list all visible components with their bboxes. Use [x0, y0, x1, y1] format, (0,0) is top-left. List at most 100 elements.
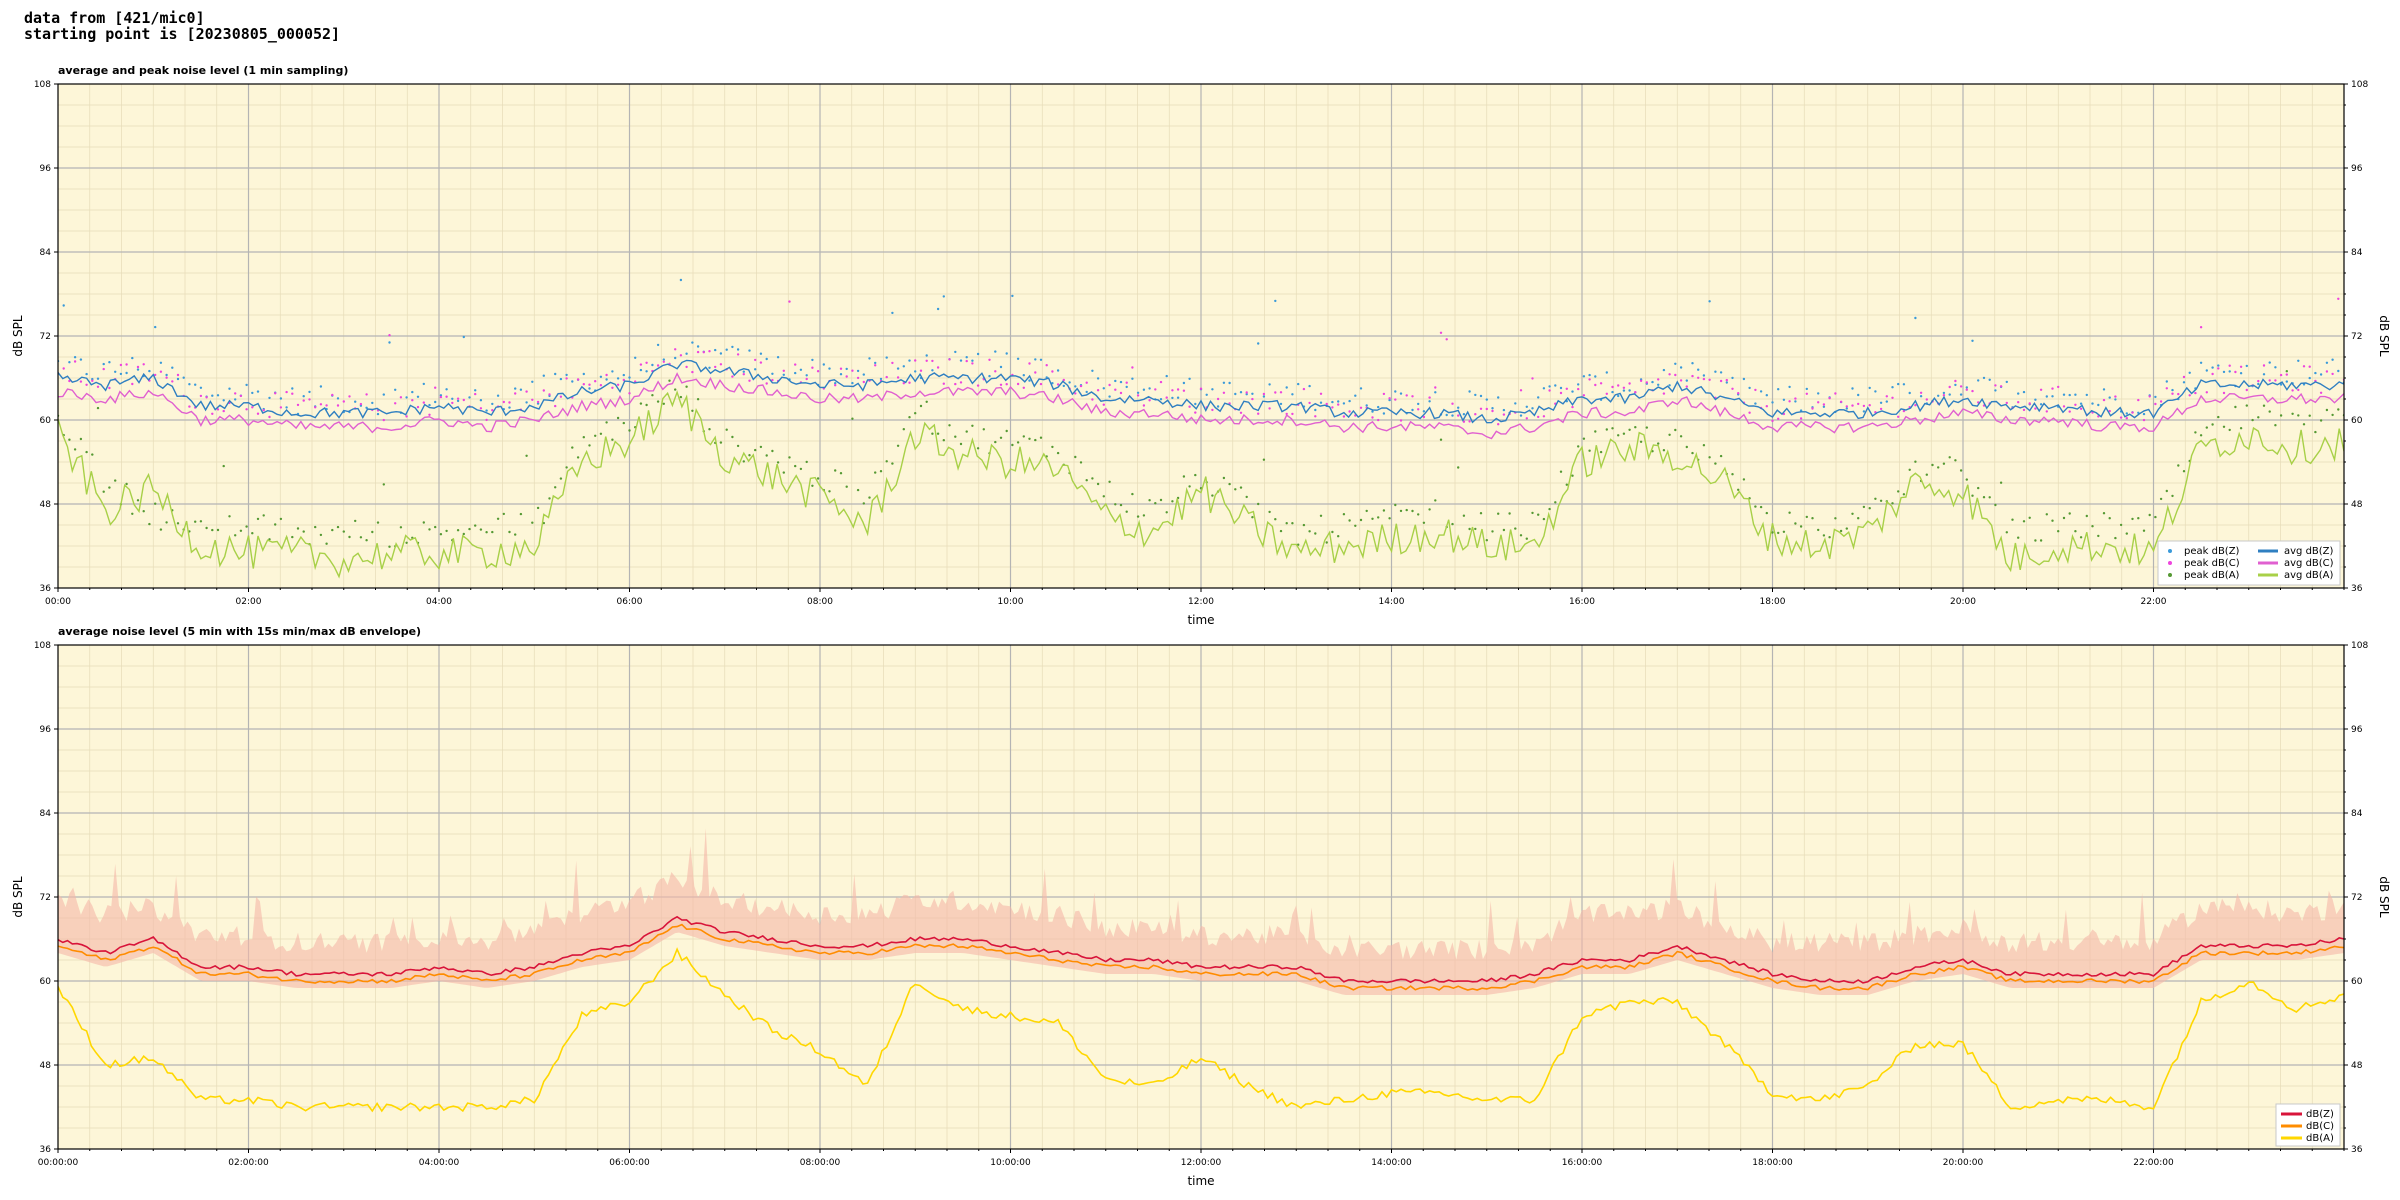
point-peak-db-z [725, 348, 728, 351]
point-peak-db-z [285, 406, 288, 409]
y-tick-label-right: 96 [2351, 725, 2363, 735]
point-peak-db-a [222, 464, 225, 468]
point-peak-db-z [2268, 361, 2271, 364]
point-peak-db-c [1531, 377, 1534, 380]
point-peak-db-z [2279, 383, 2283, 386]
point-peak-db-c [1399, 419, 1403, 422]
point-peak-db-z [616, 377, 620, 380]
point-peak-db-a [165, 521, 168, 524]
point-peak-db-a [1365, 509, 1368, 513]
point-peak-db-a [131, 512, 134, 515]
point-peak-db-z [2325, 361, 2329, 364]
series-peak-db-z [58, 278, 2344, 417]
point-peak-db-z [1497, 396, 1500, 399]
point-peak-db-c [1822, 403, 1826, 406]
point-peak-db-c [588, 383, 591, 386]
point-peak-db-z [971, 359, 974, 362]
point-peak-db-c [2262, 364, 2266, 367]
point-peak-db-c [1634, 391, 1637, 394]
point-peak-db-z [1085, 390, 1088, 394]
series-db-a [58, 947, 2344, 1113]
point-peak-db-c [1314, 415, 1317, 418]
point-peak-db-c [1022, 386, 1025, 389]
point-peak-db-a [1394, 503, 1397, 507]
point-peak-db-z [1422, 410, 1426, 413]
point-peak-db-c [1388, 397, 1391, 400]
point-peak-db-z [1274, 299, 1277, 303]
point-peak-db-c [2068, 410, 2071, 413]
point-peak-db-a [256, 517, 260, 521]
point-peak-db-a [2102, 512, 2106, 515]
y-tick-label: 60 [40, 416, 52, 426]
point-peak-db-a [382, 483, 385, 486]
point-peak-db-c [1291, 412, 1294, 416]
point-peak-db-c [1577, 387, 1580, 391]
point-peak-db-a [342, 530, 345, 533]
point-peak-db-z [1342, 402, 1346, 405]
point-peak-db-a [885, 460, 888, 463]
point-peak-db-z [1777, 388, 1780, 391]
point-peak-db-a [1565, 483, 1569, 486]
point-peak-db-a [2045, 513, 2048, 516]
point-peak-db-c [1565, 387, 1569, 390]
point-peak-db-c [154, 373, 157, 377]
point-peak-db-z [1216, 405, 1220, 408]
point-peak-db-a [805, 460, 808, 464]
point-peak-db-a [2165, 489, 2168, 493]
point-peak-db-z [211, 394, 214, 397]
point-peak-db-c [2034, 407, 2037, 410]
point-peak-db-a [1468, 527, 1471, 531]
point-peak-db-c [1131, 366, 1134, 369]
point-peak-db-a [799, 467, 803, 471]
point-peak-db-z [1096, 377, 1100, 380]
point-peak-db-a [1422, 521, 1426, 524]
point-peak-db-a [159, 528, 163, 531]
point-peak-db-a [2234, 405, 2237, 409]
point-peak-db-a [2285, 370, 2288, 373]
point-peak-db-c [1148, 399, 1151, 402]
point-peak-db-a [2194, 431, 2197, 434]
point-peak-db-z [1491, 407, 1494, 410]
point-peak-db-a [816, 477, 820, 480]
point-peak-db-a [1788, 511, 1791, 514]
point-peak-db-c [856, 376, 860, 380]
point-peak-db-z [1874, 390, 1877, 393]
point-peak-db-z [719, 352, 723, 355]
point-peak-db-a [1719, 454, 1723, 458]
point-peak-db-c [1394, 398, 1397, 401]
point-peak-db-c [1468, 420, 1471, 423]
point-peak-db-z [1091, 369, 1094, 372]
point-peak-db-c [1091, 398, 1094, 401]
point-peak-db-z [622, 373, 625, 377]
point-peak-db-a [2171, 494, 2174, 498]
point-peak-db-c [1914, 404, 1917, 407]
point-peak-db-c [2285, 373, 2288, 376]
y-tick-label: 108 [34, 641, 51, 651]
point-peak-db-c [805, 377, 808, 381]
point-peak-db-z [1679, 366, 1683, 369]
point-peak-db-a [2319, 419, 2323, 422]
point-peak-db-c [85, 383, 88, 386]
point-peak-db-c [1828, 397, 1831, 400]
series-avg-db-z [58, 359, 2344, 424]
point-peak-db-c [485, 418, 488, 422]
point-peak-db-a [788, 456, 791, 459]
point-peak-db-z [1851, 387, 1854, 390]
point-peak-db-a [1554, 501, 1557, 504]
point-peak-db-z [2171, 388, 2174, 392]
point-peak-db-c [1114, 388, 1117, 391]
point-peak-db-c [251, 406, 254, 409]
point-peak-db-z [2005, 380, 2009, 384]
point-peak-db-c [1542, 415, 1546, 418]
point-peak-db-z [736, 348, 740, 351]
point-peak-db-c [451, 401, 454, 405]
point-peak-db-a [479, 528, 483, 531]
point-peak-db-a [445, 529, 448, 533]
point-peak-db-c [834, 384, 837, 387]
point-peak-db-c [2114, 395, 2117, 398]
point-peak-db-a [2251, 418, 2254, 422]
point-peak-db-c [62, 367, 65, 370]
point-peak-db-a [994, 440, 997, 444]
point-peak-db-c [1845, 405, 1849, 408]
point-peak-db-z [1022, 374, 1025, 377]
